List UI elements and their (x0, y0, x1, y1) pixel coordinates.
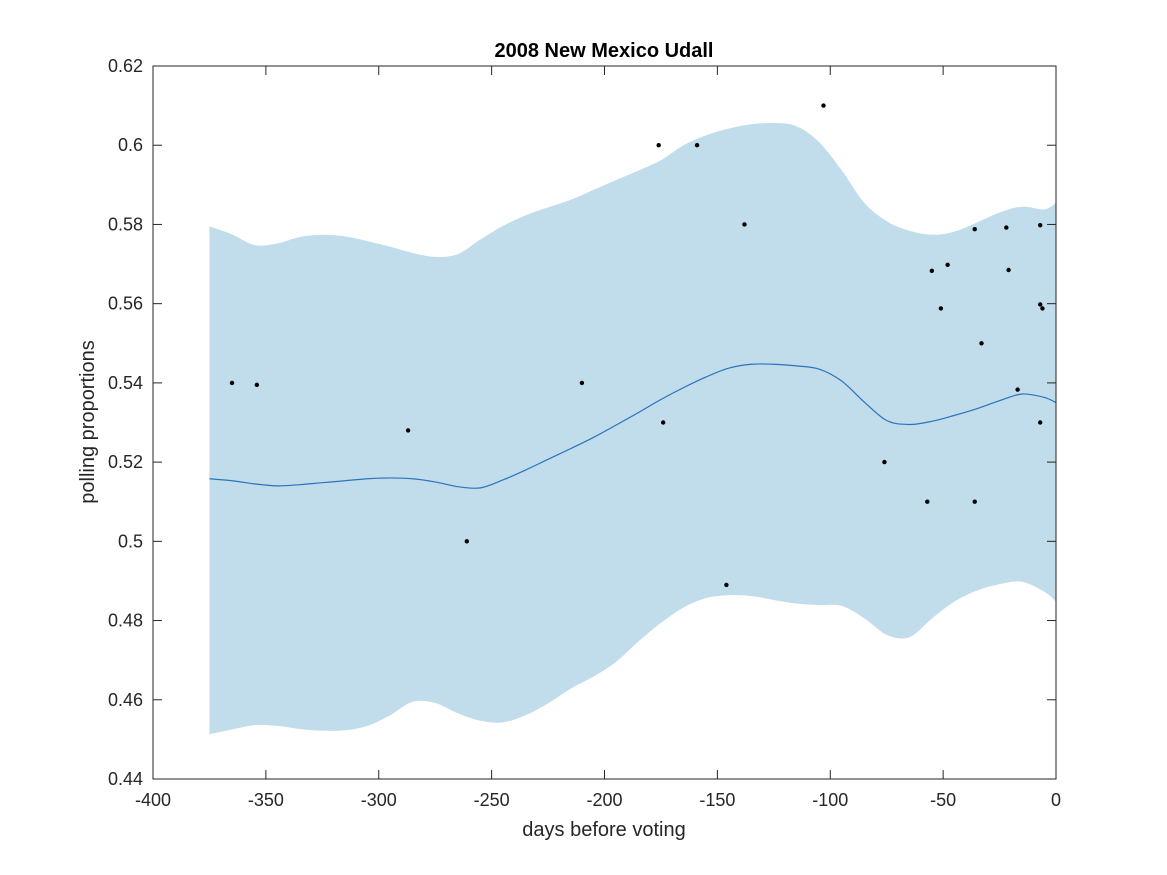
plot-area (209, 103, 1057, 735)
poll-point (972, 227, 977, 232)
poll-point (979, 341, 984, 346)
confidence-band (209, 122, 1056, 735)
poll-point (821, 103, 826, 108)
poll-point (254, 382, 260, 388)
y-tick-label: 0.6 (118, 135, 143, 155)
poll-point (1040, 306, 1045, 311)
y-tick-label: 0.54 (108, 373, 143, 393)
y-tick-label: 0.52 (108, 452, 143, 472)
poll-point (656, 143, 661, 148)
x-tick-label: -150 (699, 790, 735, 810)
y-tick-label: 0.48 (108, 611, 143, 631)
poll-point (1004, 225, 1009, 230)
poll-point (972, 499, 977, 504)
x-axis-label: days before voting (522, 819, 685, 841)
x-tick-label: 0 (1051, 790, 1061, 810)
poll-point (724, 582, 729, 588)
poll-point (882, 459, 887, 465)
poll-point (694, 143, 700, 148)
y-tick-label: 0.44 (108, 769, 143, 789)
chart-title: 2008 New Mexico Udall (495, 40, 714, 62)
poll-point (925, 499, 930, 504)
y-tick-label: 0.56 (108, 294, 143, 314)
poll-point (945, 262, 950, 268)
x-tick-label: -400 (135, 790, 171, 810)
y-tick-label: 0.58 (108, 214, 143, 234)
poll-point (1038, 420, 1043, 425)
x-tick-label: -100 (812, 790, 848, 810)
x-tick-label: -50 (930, 790, 956, 810)
y-tick-label: 0.46 (108, 690, 143, 710)
y-axis-label: polling proportions (77, 340, 99, 503)
y-tick-label: 0.62 (108, 56, 143, 76)
poll-point (929, 268, 935, 273)
poll-point (1015, 387, 1020, 392)
poll-point (1006, 267, 1011, 273)
poll-point (405, 428, 411, 433)
x-tick-label: -300 (361, 790, 397, 810)
trend-line (209, 363, 1057, 489)
poll-point (1038, 302, 1043, 307)
poll-point (742, 222, 747, 227)
poll-point (229, 380, 235, 386)
poll-point (1038, 223, 1043, 228)
poll-point (464, 539, 469, 544)
x-tick-label: -200 (586, 790, 622, 810)
poll-point (660, 420, 666, 425)
x-tick-label: -250 (474, 790, 510, 810)
poll-point (579, 380, 585, 386)
axes: -400 -350 -300 -250 -200 -150 -100 -50 0 0.44 0.46… (108, 56, 1061, 810)
x-tick-label: -350 (248, 790, 284, 810)
poll-point (938, 306, 944, 311)
y-tick-label: 0.5 (118, 531, 143, 551)
